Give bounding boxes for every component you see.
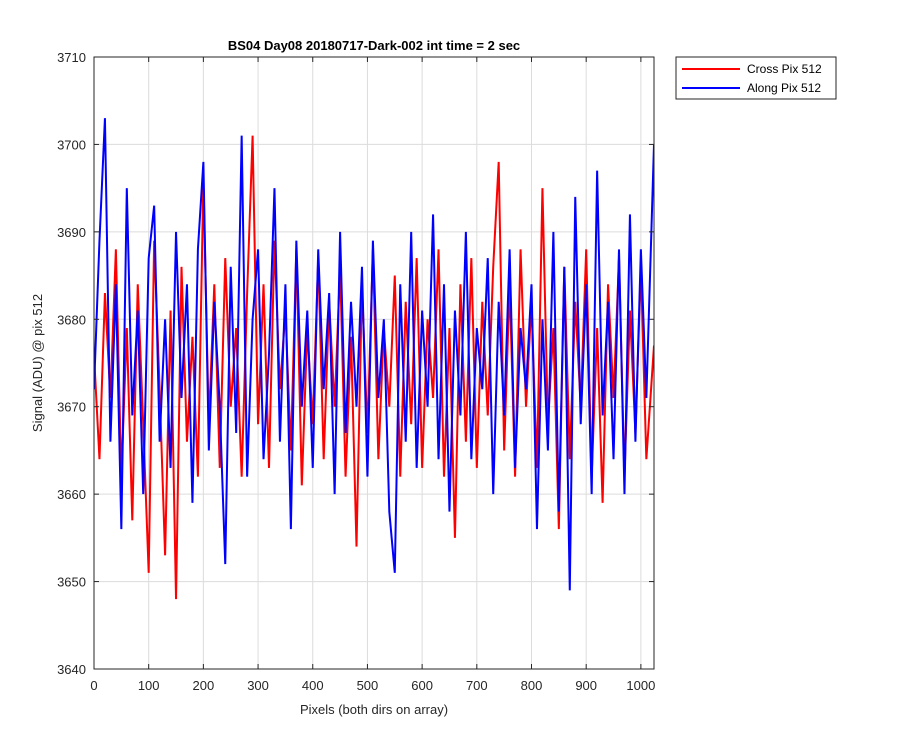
y-tick-label: 3710 bbox=[57, 50, 86, 65]
x-tick-label: 100 bbox=[138, 678, 160, 693]
ticks: 0 100 200 300 400 500 600 700 800 900 1000 3640 3650… bbox=[57, 50, 655, 693]
x-tick-label: 300 bbox=[247, 678, 269, 693]
plot-area bbox=[94, 57, 654, 669]
x-tick-label: 700 bbox=[466, 678, 488, 693]
y-tick-label: 3700 bbox=[57, 137, 86, 152]
x-tick-label: 800 bbox=[521, 678, 543, 693]
series-line-along-pix-512 bbox=[94, 118, 654, 591]
legend-box bbox=[675, 56, 837, 100]
chart-title: BS04 Day08 20180717-Dark-002 int time = … bbox=[228, 38, 520, 53]
x-tick-label: 1000 bbox=[626, 678, 655, 693]
legend-label-cross: Cross Pix 512 bbox=[747, 62, 822, 76]
y-tick-label: 3660 bbox=[57, 487, 86, 502]
y-axis-label: Signal (ADU) @ pix 512 bbox=[30, 294, 45, 432]
series-layer bbox=[94, 118, 654, 600]
legend: Cross Pix 512 Along Pix 512 bbox=[675, 56, 837, 100]
y-tick-label: 3640 bbox=[57, 662, 86, 677]
y-tick-label: 3670 bbox=[57, 400, 86, 415]
x-tick-label: 200 bbox=[193, 678, 215, 693]
y-tick-label: 3690 bbox=[57, 225, 86, 240]
x-tick-label: 500 bbox=[357, 678, 379, 693]
x-tick-label: 0 bbox=[90, 678, 97, 693]
x-tick-label: 900 bbox=[575, 678, 597, 693]
x-axis-label: Pixels (both dirs on array) bbox=[300, 702, 448, 717]
x-tick-label: 600 bbox=[411, 678, 433, 693]
plot-box bbox=[93, 56, 655, 670]
legend-label-along: Along Pix 512 bbox=[747, 81, 821, 95]
y-tick-label: 3650 bbox=[57, 575, 86, 590]
x-tick-label: 400 bbox=[302, 678, 324, 693]
y-tick-label: 3680 bbox=[57, 312, 86, 327]
